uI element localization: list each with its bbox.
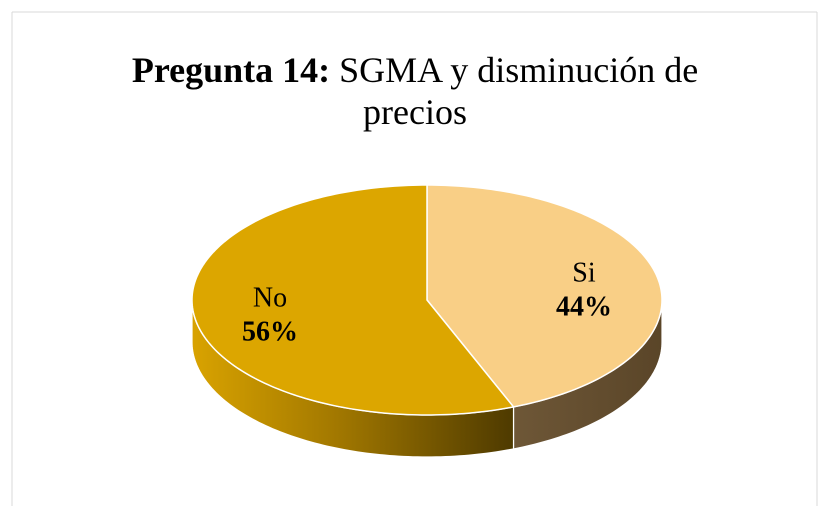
title-prefix: Pregunta 14:: [132, 50, 330, 90]
slice-value-label: 56%: [242, 316, 298, 347]
chart-title: Pregunta 14: SGMA y disminución de precio…: [132, 50, 698, 132]
slice-value-label: 44%: [556, 292, 612, 323]
slice-category-label: Si: [572, 258, 596, 289]
title-text: SGMA y disminución de: [339, 50, 698, 90]
slice: [191, 184, 515, 416]
title-text-line2: precios: [363, 92, 467, 132]
slice: [426, 184, 663, 408]
slice-category-label: No: [253, 282, 287, 313]
